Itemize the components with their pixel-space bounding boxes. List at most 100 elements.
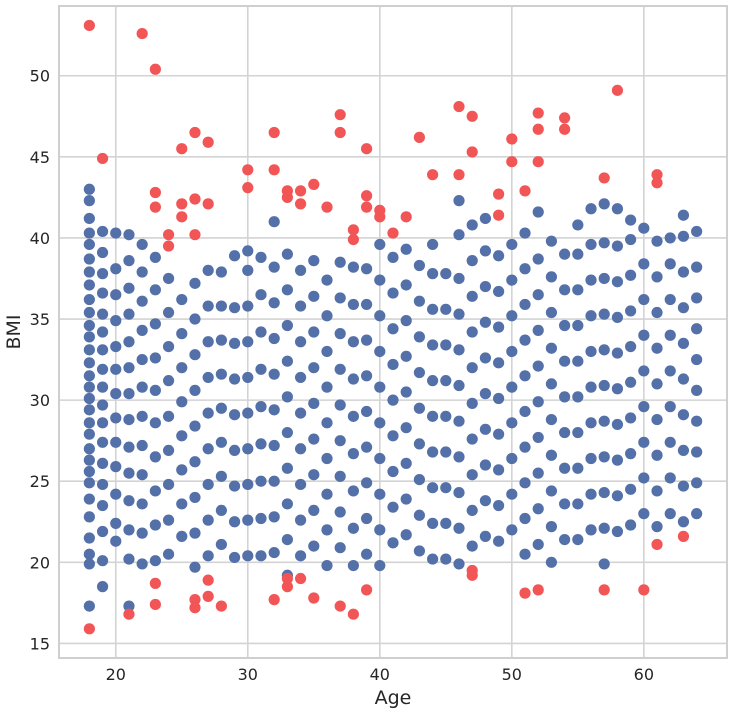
data-point [532, 206, 544, 218]
data-point [453, 229, 465, 241]
data-point [572, 462, 584, 474]
data-point [149, 284, 161, 296]
outlier-point [506, 156, 518, 168]
data-point [532, 360, 544, 372]
outlier-point [493, 188, 505, 200]
data-point [255, 401, 267, 413]
data-point [427, 238, 439, 251]
data-point [96, 268, 109, 280]
data-point [110, 263, 122, 275]
data-point [110, 436, 122, 448]
data-point [228, 516, 241, 528]
data-point [123, 553, 135, 565]
data-point [427, 517, 439, 529]
outlier-point [83, 623, 95, 635]
data-point [83, 370, 95, 382]
data-point [387, 501, 399, 513]
outlier-point [202, 590, 214, 602]
data-point [427, 553, 439, 565]
data-point [294, 371, 307, 384]
data-point [176, 362, 188, 374]
data-point [189, 491, 201, 504]
data-point [360, 263, 373, 275]
data-point [638, 436, 650, 448]
plot-frame [58, 5, 728, 659]
data-point [585, 345, 597, 358]
outlier-point [532, 584, 544, 596]
data-point [400, 457, 412, 469]
data-point [493, 392, 505, 405]
data-point [281, 319, 293, 332]
data-point [334, 363, 346, 375]
data-point [453, 522, 465, 534]
data-point [691, 323, 703, 335]
data-point [545, 271, 558, 283]
data-point [176, 293, 188, 306]
data-point [664, 329, 676, 341]
data-point [466, 397, 478, 409]
data-point [242, 371, 254, 384]
data-point [664, 472, 676, 484]
data-point [466, 362, 478, 374]
data-point [123, 336, 135, 348]
data-point [638, 365, 650, 377]
data-point [83, 493, 95, 505]
data-point [281, 284, 293, 296]
data-point [268, 439, 280, 452]
data-point [677, 480, 690, 492]
data-point [611, 276, 624, 288]
data-point [585, 488, 597, 500]
data-point [202, 336, 214, 348]
data-point [255, 363, 267, 375]
data-point [110, 340, 122, 353]
data-point [532, 253, 544, 265]
data-point [83, 477, 95, 489]
data-point [691, 261, 703, 273]
data-point [651, 342, 663, 354]
data-point [400, 279, 412, 291]
data-point [559, 426, 571, 439]
data-point [374, 381, 386, 393]
data-point [176, 396, 188, 408]
data-point [545, 449, 558, 461]
data-point [585, 381, 597, 393]
data-point [453, 195, 465, 207]
data-point [572, 534, 584, 546]
data-point [202, 550, 214, 562]
data-point [440, 482, 452, 494]
data-point [110, 289, 122, 301]
outlier-point [360, 143, 373, 155]
data-point [559, 248, 571, 260]
data-point [545, 378, 558, 390]
data-point [559, 319, 571, 332]
data-point [519, 405, 531, 418]
data-point [493, 285, 505, 298]
data-point [83, 600, 95, 612]
data-point [83, 331, 95, 343]
data-point [334, 506, 346, 518]
data-point [149, 519, 161, 531]
data-point [691, 508, 703, 520]
data-point [677, 230, 690, 242]
outlier-point [215, 600, 227, 612]
x-tick-label: 20 [106, 665, 126, 684]
data-point [136, 527, 148, 539]
data-point [294, 300, 307, 312]
data-point [123, 388, 135, 400]
data-point [136, 558, 148, 570]
data-point [572, 498, 584, 510]
data-point [625, 340, 637, 353]
data-point [162, 478, 175, 491]
data-point [598, 344, 610, 356]
y-tick-label: 20 [30, 553, 50, 572]
data-point [83, 195, 95, 207]
data-point [83, 279, 95, 291]
x-tick-label: 50 [502, 665, 522, 684]
data-point [519, 441, 531, 453]
data-point [242, 478, 254, 491]
data-point [374, 488, 386, 500]
data-point [228, 480, 241, 492]
data-point [281, 248, 293, 260]
data-point [493, 250, 505, 262]
data-point [387, 537, 399, 549]
